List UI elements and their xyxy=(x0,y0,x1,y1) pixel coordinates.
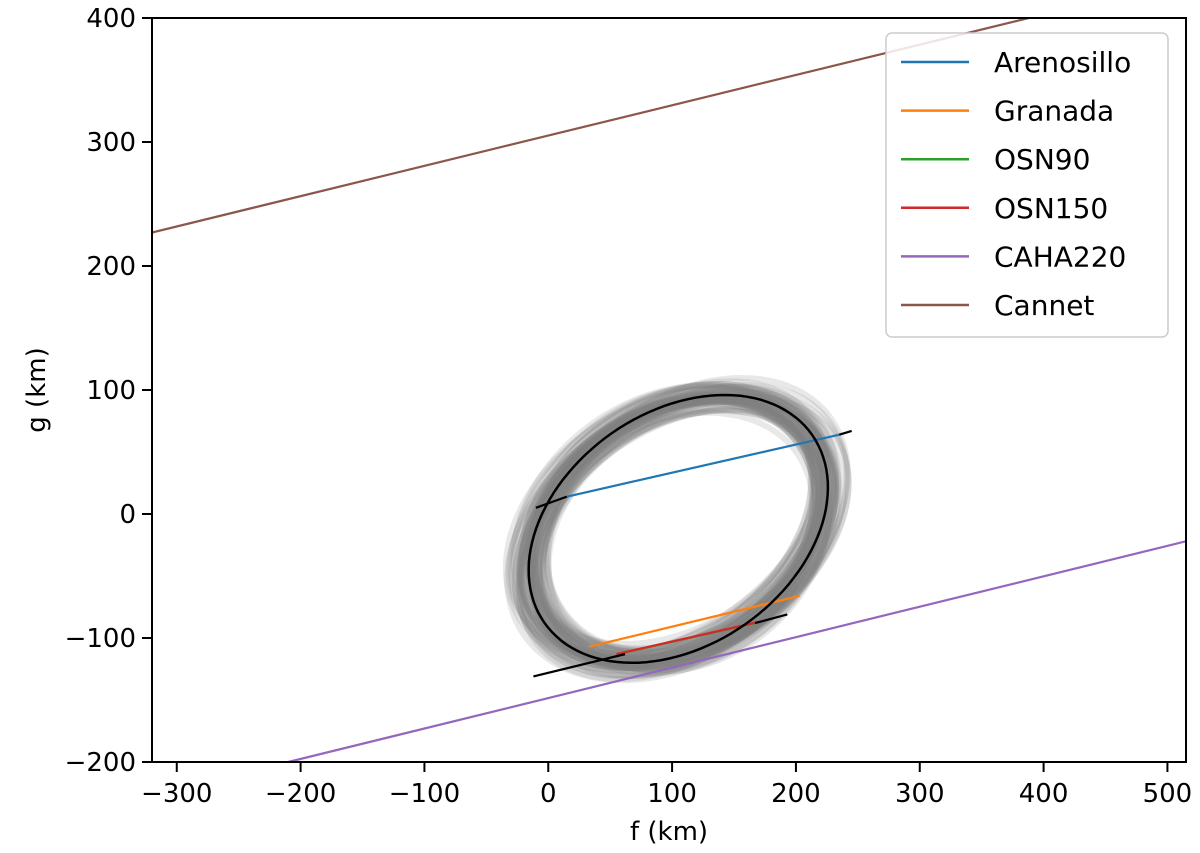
ellipse-sample xyxy=(518,398,829,671)
ellipse-sample xyxy=(544,398,833,675)
ellipse-sample xyxy=(524,390,818,660)
y-tick-label: 200 xyxy=(86,252,136,282)
ellipse-sample xyxy=(544,393,833,655)
chord-cannet xyxy=(152,18,1029,234)
ellipse-sample xyxy=(531,398,824,662)
ellipse-sample xyxy=(516,399,819,679)
ellipse-sample xyxy=(508,397,822,667)
ellipse-sample xyxy=(536,400,828,668)
ellipse-sample xyxy=(516,394,838,682)
y-axis-label: g (km) xyxy=(22,347,52,432)
ellipse-sample xyxy=(528,390,822,653)
x-tick-label: −100 xyxy=(389,779,460,809)
ellipse-sample xyxy=(540,395,831,656)
chord-uncertainty-segment xyxy=(533,653,626,678)
x-tick-label: 100 xyxy=(647,779,697,809)
x-tick-label: 300 xyxy=(895,779,945,809)
ellipse-sample xyxy=(517,392,817,675)
chord-granada xyxy=(588,594,800,648)
chord-uncertainty-segment xyxy=(838,429,852,436)
legend-label: Arenosillo xyxy=(994,46,1131,79)
y-tick-label: −200 xyxy=(65,748,136,778)
y-tick-label: 300 xyxy=(86,128,136,158)
x-tick-label: −300 xyxy=(141,779,212,809)
ellipse-sample xyxy=(539,393,842,652)
legend: Arenosillo Granada OSN90 OSN150 CAHA220 Canne… xyxy=(885,32,1169,338)
x-tick-label: −200 xyxy=(265,779,336,809)
ellipse-sample xyxy=(529,383,839,654)
y-tick-label: 400 xyxy=(86,4,136,34)
ellipse-sample xyxy=(535,398,840,662)
chord-arenosillo xyxy=(566,433,840,498)
legend-label: OSN90 xyxy=(994,143,1090,176)
ellipse-sample xyxy=(539,394,838,665)
legend-label: Cannet xyxy=(994,289,1094,322)
ellipse-sample xyxy=(535,390,838,658)
ellipse-sample xyxy=(514,380,824,668)
legend-label: Granada xyxy=(994,95,1114,128)
legend-box xyxy=(885,32,1169,338)
ellipse-sample xyxy=(518,409,816,668)
y-tick-label: −100 xyxy=(65,624,136,654)
ellipse-sample xyxy=(533,397,823,658)
ellipse-sample xyxy=(539,403,839,662)
ellipse-sample xyxy=(526,396,835,654)
ellipse-sample xyxy=(538,397,843,669)
ellipse-sample xyxy=(518,400,817,662)
ellipse-sample xyxy=(522,384,828,666)
x-tick-label: 200 xyxy=(771,779,821,809)
x-tick-label: 500 xyxy=(1143,779,1193,809)
ellipse-sample xyxy=(502,386,828,670)
ellipse-sample xyxy=(520,396,815,662)
ellipse-sample xyxy=(526,395,815,662)
ellipse-sample xyxy=(505,388,831,657)
ellipse-sample xyxy=(511,388,825,660)
x-tick-label: 400 xyxy=(1019,779,1069,809)
ellipse-sample xyxy=(530,385,824,652)
ellipse-sample xyxy=(525,393,823,673)
ellipse-sample xyxy=(517,383,834,663)
y-axis-ticks: −200 −100 0 100 200 300 400 xyxy=(65,4,152,778)
legend-label: OSN150 xyxy=(994,192,1108,225)
chord-uncertainty-segment xyxy=(535,495,568,509)
x-tick-label: 0 xyxy=(540,779,557,809)
best-fit-ellipse xyxy=(527,393,830,665)
chord-osn150 xyxy=(616,620,760,656)
ellipse-sample xyxy=(516,383,817,664)
x-axis-ticks: −300 −200 −100 0 100 200 300 400 500 xyxy=(141,762,1192,809)
ellipse-sample xyxy=(536,397,834,677)
plot-frame xyxy=(151,17,1187,763)
ellipse-sample xyxy=(517,397,840,680)
ellipse-sample xyxy=(524,395,818,648)
y-tick-label: 0 xyxy=(119,500,136,530)
ellipse-sample xyxy=(508,380,834,672)
ellipse-sample xyxy=(512,386,837,679)
ellipse-sample xyxy=(531,374,851,664)
ellipse-sample xyxy=(531,391,827,670)
chord-caha220 xyxy=(287,540,1186,762)
ellipse-sample xyxy=(525,395,823,670)
ellipse-sample xyxy=(516,399,827,663)
ellipse-sample xyxy=(527,392,820,660)
ellipse-sample xyxy=(522,398,827,672)
x-axis-label: f (km) xyxy=(630,817,708,847)
legend-label: CAHA220 xyxy=(994,240,1126,273)
ellipse-sample xyxy=(520,383,822,664)
ellipse-sample xyxy=(529,383,847,664)
ellipse-sample xyxy=(510,381,827,666)
ellipse-sample xyxy=(529,381,850,674)
ellipse-sample xyxy=(515,407,823,673)
chord-uncertainty-segment xyxy=(754,613,788,625)
y-tick-label: 100 xyxy=(86,376,136,406)
plot-area xyxy=(152,18,1186,762)
ellipse-sample xyxy=(518,388,826,657)
